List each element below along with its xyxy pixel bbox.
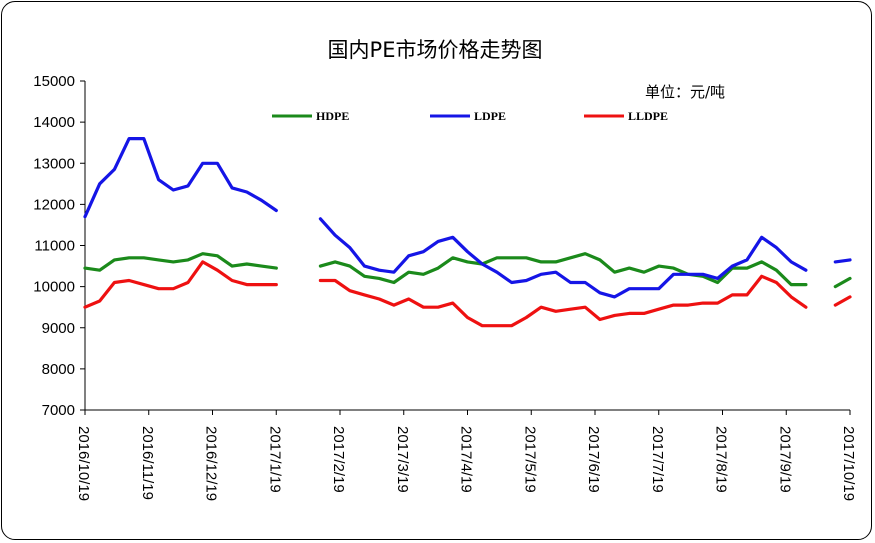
- x-tick-label: 2017/9/19: [776, 426, 793, 493]
- series-line-hdpe: [318, 252, 808, 287]
- series-line-ldpe: [833, 258, 852, 264]
- legend-label-ldpe: LDPE: [474, 109, 506, 123]
- x-tick-label: 2017/7/19: [649, 426, 666, 493]
- x-axis-ticks: 2016/10/19 2016/11/19 2016/12/19 2017/1/19 2…: [75, 410, 857, 501]
- x-tick-label: 2016/11/19: [139, 426, 156, 500]
- unit-label: 单位：元/吨: [645, 83, 725, 101]
- series-line-ldpe: [318, 217, 808, 299]
- x-tick-label: 2016/12/19: [203, 426, 220, 501]
- series-line-lldpe: [83, 260, 278, 309]
- series-group: [83, 137, 852, 328]
- legend-label-hdpe: HDPE: [316, 109, 349, 123]
- y-tick-label: 15000: [33, 73, 75, 90]
- y-tick-label: 14000: [33, 114, 75, 131]
- legend: HDPE LDPE LLDPE: [272, 109, 668, 123]
- x-tick-label: 2017/3/19: [394, 426, 411, 493]
- series-hdpe: [83, 252, 852, 289]
- series-line-hdpe: [83, 252, 278, 272]
- series-line-hdpe: [833, 276, 852, 289]
- legend-label-lldpe: LLDPE: [628, 109, 668, 123]
- x-tick-label: 2016/10/19: [75, 426, 92, 501]
- y-axis-ticks: 7000 8000 9000 10000 11000 12000 13000 14000 150…: [33, 73, 85, 419]
- axes: [84, 81, 850, 411]
- chart-title: 国内PE市场价格走势图: [328, 38, 543, 62]
- series-ldpe: [83, 137, 852, 299]
- x-tick-label: 2017/2/19: [330, 426, 347, 493]
- series-line-ldpe: [83, 137, 278, 219]
- series-lldpe: [83, 260, 852, 328]
- y-tick-label: 8000: [42, 361, 75, 378]
- y-tick-label: 11000: [34, 238, 75, 255]
- y-tick-label: 12000: [33, 196, 75, 213]
- y-tick-label: 10000: [33, 279, 75, 296]
- x-tick-label: 2017/5/19: [521, 426, 538, 493]
- y-tick-label: 7000: [42, 402, 75, 419]
- x-tick-label: 2017/1/19: [266, 426, 283, 493]
- y-tick-label: 9000: [42, 320, 75, 337]
- series-line-lldpe: [318, 274, 808, 328]
- x-tick-label: 2017/4/19: [458, 426, 475, 493]
- x-tick-label: 2017/10/19: [840, 426, 857, 501]
- x-tick-label: 2017/8/19: [713, 426, 730, 493]
- y-tick-label: 13000: [33, 155, 75, 172]
- x-tick-label: 2017/6/19: [585, 426, 602, 493]
- series-line-lldpe: [833, 295, 852, 307]
